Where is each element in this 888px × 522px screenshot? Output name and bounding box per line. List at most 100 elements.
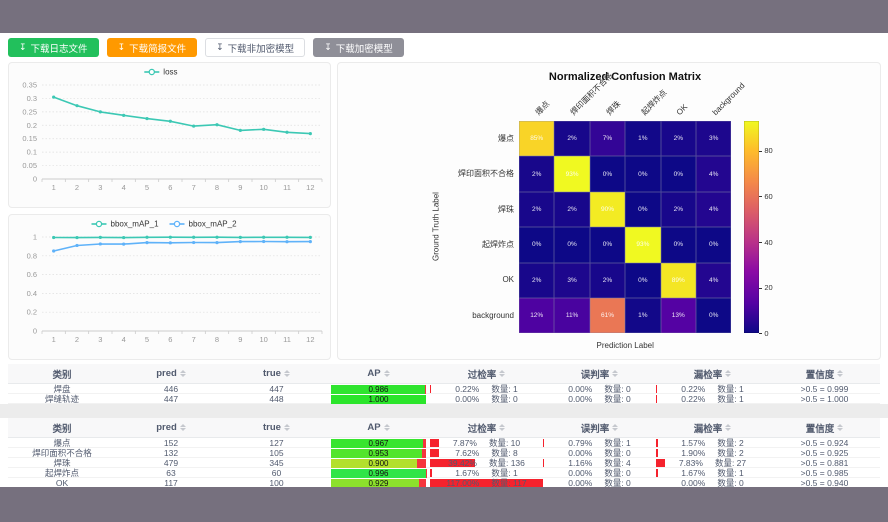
colorbar-tick: [759, 287, 763, 289]
column-header-pred[interactable]: pred: [116, 418, 226, 437]
download-icon: ↧: [117, 42, 126, 52]
rate-percent: 0.22%: [681, 384, 706, 394]
y-tick-label: 0.1: [27, 148, 37, 157]
ap-bar-fill: [331, 438, 423, 448]
matrix-cell-value: 3%: [567, 276, 577, 284]
sort-caret-icon[interactable]: [612, 424, 619, 431]
rate-values: 0.00% 数量: 0: [430, 394, 543, 404]
rate-values: 0.00% 数量: 0: [543, 468, 656, 478]
sort-asc-icon: [179, 370, 186, 373]
sort-caret-icon[interactable]: [612, 370, 619, 377]
x-tick-label: 9: [238, 183, 242, 192]
confidence-cell: >0.5 = 0.881: [800, 458, 849, 468]
sort-caret-icon[interactable]: [725, 424, 732, 431]
rate-values: 0.22% 数量: 1: [430, 384, 543, 394]
sort-caret-icon[interactable]: [383, 370, 390, 377]
legend-item-loss[interactable]: loss: [144, 68, 178, 77]
sort-caret-icon[interactable]: [179, 424, 186, 431]
sort-caret-icon[interactable]: [837, 370, 844, 377]
data-point: [75, 104, 79, 108]
rate-values: 1.57% 数量: 2: [656, 438, 769, 448]
class-name-cell: 焊印面积不合格: [32, 448, 92, 458]
table-row: 焊珠 479 345 0.900 39.42% 数量: 136 1.16% 数量: 4 7.83…: [8, 458, 880, 468]
button-label: 下载日志文件: [30, 43, 88, 55]
sort-caret-icon[interactable]: [179, 370, 186, 377]
ap-value: 0.900: [368, 458, 389, 468]
data-point: [285, 235, 289, 239]
y-tick-label: 0.4: [27, 289, 37, 298]
sort-desc-icon: [725, 374, 732, 377]
ap-bar-remainder: [424, 384, 426, 394]
column-header-true[interactable]: true: [226, 364, 327, 383]
column-header-label: 过检率: [467, 369, 497, 381]
column-header-过检率[interactable]: 过检率: [430, 418, 543, 437]
ap-value: 0.996: [368, 468, 389, 478]
data-point: [285, 130, 289, 134]
sort-caret-icon[interactable]: [283, 424, 290, 431]
matrix-row-label: 起焊炸点: [482, 239, 514, 249]
column-header-true[interactable]: true: [226, 418, 327, 437]
download-plain-model-button[interactable]: ↧ 下载非加密模型: [205, 38, 306, 57]
over-rate-cell: 7.62% 数量: 8: [430, 448, 543, 458]
column-header-漏检率[interactable]: 漏检率: [656, 418, 769, 437]
colorbar-tick-label: 80: [764, 146, 773, 156]
sort-caret-icon[interactable]: [837, 424, 844, 431]
ap-bar: 0.900: [331, 458, 426, 468]
column-header-过检率[interactable]: 过检率: [430, 364, 543, 383]
ap-value: 0.953: [368, 448, 389, 458]
matrix-cell-value: 93%: [636, 241, 650, 249]
column-header-AP[interactable]: AP: [327, 418, 430, 437]
download-log-button[interactable]: ↧ 下载日志文件: [8, 38, 99, 57]
ap-bar-fill: [331, 458, 417, 468]
rate-bar-fill: [430, 449, 439, 457]
matrix-cell-value: 0%: [708, 312, 719, 320]
column-header-置信度[interactable]: 置信度: [769, 418, 880, 437]
matrix-cell: 2%: [519, 262, 555, 298]
rate-values: 39.42% 数量: 136: [430, 458, 543, 468]
ap-bar-fill: [331, 448, 422, 458]
rate-values: 1.90% 数量: 2: [656, 448, 769, 458]
sort-caret-icon[interactable]: [499, 370, 506, 377]
legend-item-bbox_mAP_2[interactable]: bbox_mAP_2: [169, 220, 238, 229]
x-tick-label: 2: [75, 335, 79, 344]
missed-rate-cell: 1.90% 数量: 2: [656, 448, 769, 458]
column-header-置信度[interactable]: 置信度: [769, 364, 880, 383]
matrix-cell: 90%: [589, 191, 626, 228]
download-report-button[interactable]: ↧ 下载简报文件: [106, 38, 198, 57]
pred-cell: 132: [163, 448, 179, 458]
ap-cell: 0.996: [327, 468, 430, 478]
sort-caret-icon[interactable]: [383, 424, 390, 431]
sort-asc-icon: [499, 424, 506, 427]
rate-bar-fill: [430, 469, 432, 477]
column-header-label: 漏检率: [693, 369, 723, 381]
sort-caret-icon[interactable]: [499, 424, 506, 431]
ap-bar: 0.996: [331, 468, 427, 478]
matrix-cell: 2%: [660, 191, 696, 228]
column-header-pred[interactable]: pred: [116, 364, 226, 383]
data-point: [52, 235, 56, 240]
data-point: [145, 116, 149, 121]
column-header-漏检率[interactable]: 漏检率: [656, 364, 769, 383]
legend-item-bbox_mAP_1[interactable]: bbox_mAP_1: [91, 220, 160, 229]
sort-asc-icon: [383, 370, 390, 373]
column-header-误判率[interactable]: 误判率: [543, 364, 656, 383]
rate-bar-fill: [430, 479, 543, 487]
missed-rate-cell: 1.57% 数量: 2: [656, 438, 769, 448]
ap-value: 0.967: [368, 438, 389, 448]
sort-asc-icon: [837, 370, 844, 373]
top-frame-strip: [0, 0, 888, 33]
sort-caret-icon[interactable]: [725, 370, 732, 377]
column-header-误判率[interactable]: 误判率: [543, 418, 656, 437]
y-tick-label: 0: [33, 327, 37, 336]
y-tick-label: 0: [33, 175, 37, 184]
ap-bar-fill: [331, 478, 420, 488]
metrics-table: 类别 pred true AP 过检率 误判率 漏检率 置信度 焊盘 446 447 0.986 0.2…: [8, 364, 880, 404]
x-tick-label: 2: [75, 183, 79, 192]
main-content: ↧ 下载日志文件 ↧ 下载简报文件 ↧ 下载非加密模型 ↧ 下载加密模型 0 0.05 0.1 0.…: [0, 33, 888, 364]
rate-values: 7.83% 数量: 27: [656, 458, 769, 468]
sort-caret-icon[interactable]: [283, 370, 290, 377]
download-encrypted-model-button[interactable]: ↧ 下载加密模型: [313, 38, 404, 57]
sort-desc-icon: [179, 428, 186, 431]
column-header-AP[interactable]: AP: [327, 364, 430, 383]
